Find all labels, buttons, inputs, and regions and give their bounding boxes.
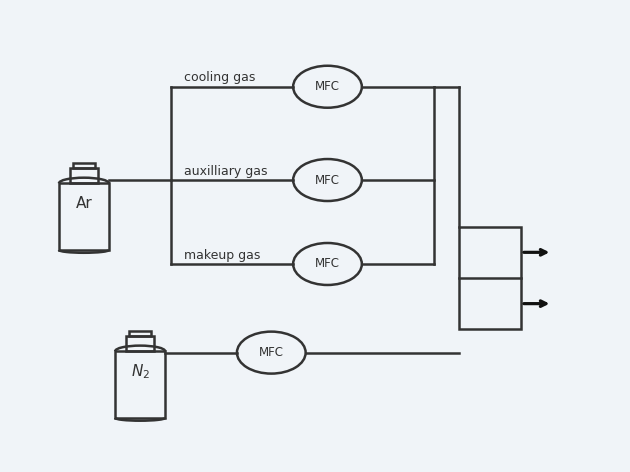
Text: Ar: Ar	[76, 196, 93, 211]
Text: MFC: MFC	[315, 258, 340, 270]
Text: $N_2$: $N_2$	[130, 362, 150, 381]
Text: MFC: MFC	[315, 174, 340, 186]
Text: MFC: MFC	[259, 346, 284, 359]
Text: cooling gas: cooling gas	[184, 71, 255, 84]
Text: N₂: N₂	[0, 471, 1, 472]
Text: makeup gas: makeup gas	[184, 249, 260, 261]
Text: MFC: MFC	[315, 80, 340, 93]
Text: auxilliary gas: auxilliary gas	[184, 165, 267, 177]
